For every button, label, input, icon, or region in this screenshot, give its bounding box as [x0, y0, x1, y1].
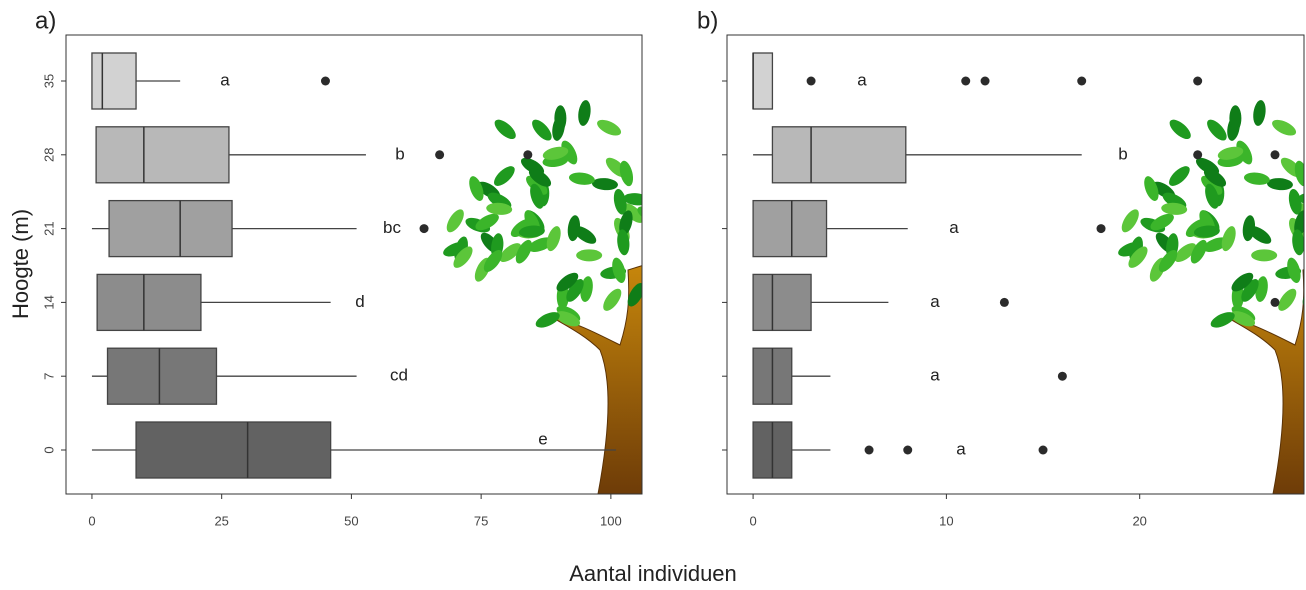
outlier: [807, 77, 816, 86]
tree-leaf: [491, 163, 518, 190]
y-axis-label: Hoogte (m): [8, 209, 33, 319]
tree-leaf: [639, 260, 666, 287]
y-tick-label: 21: [41, 221, 56, 235]
outlier: [1271, 298, 1280, 307]
outlier: [1058, 372, 1067, 381]
outlier: [321, 77, 330, 86]
y-tick-label: 7: [41, 373, 56, 380]
tree-leaf: [595, 117, 624, 139]
outlier: [1097, 224, 1106, 233]
box: [97, 274, 201, 330]
outlier: [523, 150, 532, 159]
group-letter: a: [857, 70, 867, 89]
outlier: [1271, 150, 1280, 159]
tree-leaf: [577, 99, 593, 126]
tree-leaf: [1118, 207, 1142, 235]
group-letter: b: [395, 144, 404, 163]
x-tick-label: 0: [749, 513, 756, 528]
panel-label: a): [35, 7, 56, 34]
tree-leaf: [1267, 177, 1294, 191]
plot-frame: [727, 35, 1304, 494]
box: [753, 274, 811, 330]
box: [753, 53, 772, 109]
box: [109, 201, 232, 257]
box: [136, 422, 331, 478]
tree-leaf: [649, 187, 678, 209]
outlier: [1077, 77, 1086, 86]
tree-leaf: [1166, 116, 1193, 142]
tree-leaf: [491, 116, 518, 142]
y-tick-label: 28: [41, 148, 56, 162]
tree-leaf: [648, 247, 675, 261]
tree-leaf: [648, 212, 664, 240]
tree-leaf: [568, 171, 595, 186]
tree-leaf: [529, 116, 555, 143]
group-letter: cd: [390, 366, 408, 385]
box: [772, 127, 905, 183]
x-tick-label: 20: [1132, 513, 1146, 528]
group-letter: e: [538, 429, 547, 448]
x-tick-label: 50: [344, 513, 358, 528]
x-axis-label: Aantal individuen: [569, 561, 737, 586]
y-tick-label: 0: [41, 446, 56, 453]
group-letter: a: [930, 292, 940, 311]
figure: Hoogte (m) Aantal individuen a) 0 25 50 75 10…: [0, 0, 1306, 590]
tree-leaf: [554, 105, 566, 131]
tree-leaf: [1166, 163, 1193, 190]
outlier: [961, 77, 970, 86]
box: [96, 127, 229, 183]
group-letter: b: [1118, 144, 1127, 163]
x-tick-label: 100: [600, 513, 622, 528]
group-letter: a: [930, 366, 940, 385]
outlier: [435, 150, 444, 159]
tree-leaf: [1252, 99, 1268, 126]
tree-leaf: [1251, 249, 1277, 261]
y-tick-label: 14: [41, 295, 56, 309]
box: [753, 201, 826, 257]
outlier: [1193, 150, 1202, 159]
box: [108, 348, 217, 404]
group-letter: d: [355, 292, 364, 311]
x-tick-label: 75: [474, 513, 488, 528]
x-tick-label: 10: [939, 513, 953, 528]
tree-leaf: [443, 207, 467, 235]
tree-leaf: [1270, 117, 1299, 139]
group-letter: bc: [383, 218, 401, 237]
outlier: [1193, 77, 1202, 86]
tree-leaf: [1204, 116, 1230, 143]
group-letter: a: [949, 218, 959, 237]
x-tick-label: 25: [214, 513, 228, 528]
outlier: [865, 446, 874, 455]
outlier: [1039, 446, 1048, 455]
outlier: [981, 77, 990, 86]
x-tick-label: 0: [88, 513, 95, 528]
tree: [441, 99, 678, 494]
tree-leaf: [1229, 105, 1241, 131]
panel-label: b): [697, 7, 718, 34]
tree-leaf: [592, 177, 619, 191]
tree-leaf: [641, 257, 660, 285]
tree-leaf: [600, 286, 625, 314]
tree-leaf: [1243, 171, 1270, 186]
box: [92, 53, 136, 109]
tree-leaf: [576, 249, 602, 261]
outlier: [1000, 298, 1009, 307]
outlier: [903, 446, 912, 455]
y-tick-label: 35: [41, 74, 56, 88]
group-letter: a: [220, 70, 230, 89]
group-letter: a: [956, 439, 966, 458]
outlier: [420, 224, 429, 233]
